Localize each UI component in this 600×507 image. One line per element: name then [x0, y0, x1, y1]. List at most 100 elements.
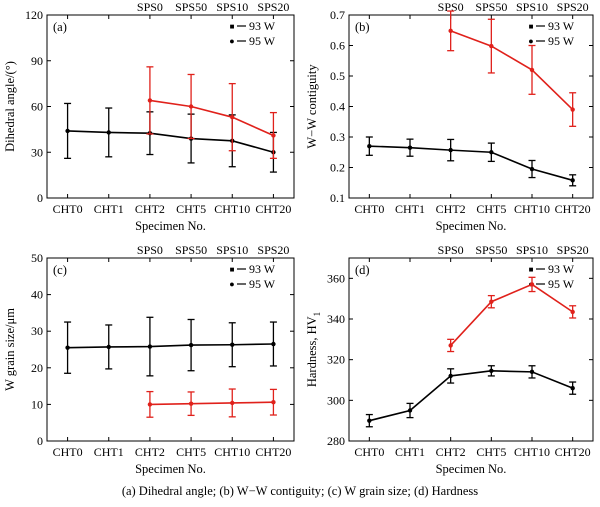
x-tick-label: CHT2 — [436, 202, 466, 216]
top-tick-label: SPS20 — [557, 0, 589, 14]
data-point — [230, 114, 235, 120]
y-tick-label: 0 — [37, 191, 43, 205]
series-line — [369, 370, 573, 422]
chart-panel-3: 0 10 20 30 40 50 CHT0 CHT1 CHT2 CHT5 CHT10 CHT20 SPS… — [3, 243, 295, 476]
y-axis-label: W grain size/μm — [3, 308, 17, 391]
series-line — [149, 401, 274, 406]
x-tick-label: CHT0 — [354, 202, 384, 216]
series-95-W — [365, 365, 577, 428]
series-93-W — [146, 66, 277, 160]
legend-entry: 95 W — [548, 277, 575, 291]
x-tick-label: CHT5 — [476, 202, 506, 216]
x-axis-label: Specimen No. — [436, 219, 507, 233]
y-tick-label: 0.4 — [330, 100, 345, 114]
series-line — [67, 343, 274, 349]
data-point — [271, 133, 276, 138]
y-tick-label: 0.1 — [330, 191, 345, 205]
top-tick-label: SPS10 — [216, 0, 248, 14]
x-tick-label: CHT0 — [53, 445, 83, 459]
data-point — [529, 369, 535, 375]
legend-entry: 93 W — [548, 19, 575, 33]
top-tick-label: SPS0 — [137, 0, 163, 14]
data-point — [230, 400, 235, 406]
top-tick-label: SPS20 — [257, 243, 289, 257]
top-tick-label: SPS10 — [216, 243, 248, 257]
x-tick-label: CHT20 — [255, 202, 291, 216]
top-tick-label: SPS10 — [516, 243, 548, 257]
y-tick-label: 60 — [31, 100, 43, 114]
data-point — [147, 344, 153, 349]
data-point — [188, 342, 194, 348]
y-axis-label: W−W contiguity — [305, 64, 319, 149]
legend-marker: ■ — [230, 265, 235, 274]
series-95-W — [64, 102, 277, 173]
data-point — [147, 402, 153, 407]
legend-entry: 93 W — [249, 262, 276, 276]
data-point — [489, 368, 494, 374]
x-tick-label: CHT20 — [255, 445, 291, 459]
x-axis-label: Specimen No. — [135, 219, 206, 233]
legend-marker: ■ — [230, 22, 235, 31]
x-tick-label: CHT0 — [354, 445, 384, 459]
data-point — [188, 104, 194, 109]
x-tick-label: CHT5 — [176, 445, 206, 459]
series-line — [450, 30, 574, 111]
x-tick-label: CHT20 — [555, 202, 591, 216]
x-tick-label: CHT5 — [476, 445, 506, 459]
legend-entry: 93 W — [548, 262, 575, 276]
data-point — [489, 43, 494, 49]
legend-marker: ● — [229, 36, 234, 46]
data-point — [570, 107, 575, 112]
data-point — [570, 385, 575, 391]
data-point — [529, 166, 535, 172]
data-point — [65, 345, 70, 350]
series-93-W — [447, 10, 577, 127]
y-tick-label: 340 — [327, 312, 345, 326]
top-tick-label: SPS0 — [438, 0, 464, 14]
panel-label: (b) — [355, 20, 370, 34]
x-tick-label: CHT2 — [436, 445, 466, 459]
top-tick-label: SPS10 — [516, 0, 548, 14]
y-tick-label: 10 — [31, 397, 43, 411]
x-tick-label: CHT10 — [514, 445, 550, 459]
data-point — [529, 67, 535, 73]
y-tick-label: 0.5 — [330, 69, 345, 83]
figure-caption: (a) Dihedral angle; (b) W−W contiguity; … — [121, 484, 479, 498]
x-axis-label: Specimen No. — [436, 462, 507, 476]
data-point — [271, 400, 276, 405]
x-tick-label: CHT10 — [214, 445, 250, 459]
top-tick-label: SPS50 — [475, 0, 507, 14]
top-tick-label: SPS50 — [175, 243, 207, 257]
legend-entry: 93 W — [249, 19, 276, 33]
data-point — [106, 344, 111, 350]
data-point — [489, 150, 494, 155]
top-tick-label: SPS20 — [557, 243, 589, 257]
y-tick-label: 30 — [31, 145, 43, 159]
data-point — [448, 147, 453, 153]
data-point — [570, 309, 575, 315]
data-point — [367, 418, 372, 423]
y-tick-label: 30 — [31, 324, 43, 338]
x-axis-label: Specimen No. — [135, 462, 206, 476]
data-point — [147, 98, 153, 103]
y-tick-label: 20 — [31, 361, 43, 375]
x-tick-label: CHT5 — [176, 202, 206, 216]
y-tick-label: 0 — [37, 434, 43, 448]
x-tick-label: CHT1 — [94, 202, 124, 216]
x-tick-label: CHT0 — [53, 202, 83, 216]
legend-entry: 95 W — [249, 277, 276, 291]
data-point — [230, 342, 235, 347]
y-tick-label: 0.3 — [330, 130, 345, 144]
chart-panel-2: 0.1 0.2 0.3 0.4 0.5 0.6 0.7 CHT0 CHT1 CHT2 CHT5 CHT… — [305, 0, 594, 233]
x-tick-label: CHT10 — [214, 202, 250, 216]
x-tick-label: CHT2 — [135, 445, 165, 459]
data-point — [65, 128, 70, 134]
panel-label: (c) — [53, 263, 67, 277]
legend-entry: 95 W — [249, 34, 276, 48]
y-tick-label: 360 — [327, 271, 345, 285]
plot-frame — [46, 257, 295, 442]
series-line — [450, 283, 574, 346]
y-tick-label: 90 — [31, 54, 43, 68]
data-point — [407, 145, 413, 150]
